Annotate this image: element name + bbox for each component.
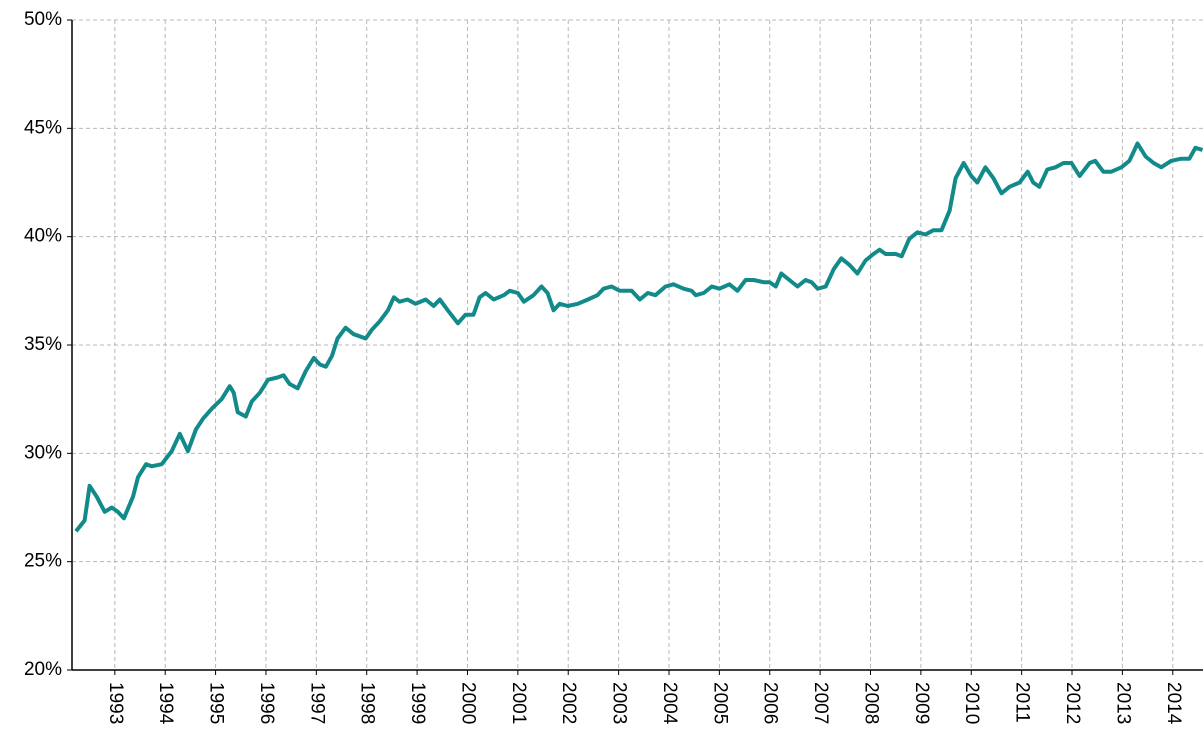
x-tick-label: 2011 [1012,682,1033,723]
x-tick-label: 2001 [508,682,529,724]
x-tick-label: 1995 [206,682,227,724]
y-tick-label: 50% [24,9,62,30]
x-tick-label: 1996 [256,682,277,724]
x-tick-label: 2000 [457,682,478,724]
y-tick-label: 35% [24,334,62,355]
x-tick-label: 2002 [558,682,579,724]
x-tick-label: 2004 [659,682,680,725]
y-tick-label: 45% [24,117,62,138]
x-tick-label: 2007 [810,682,831,724]
x-tick-label: 1998 [357,682,378,724]
data-line [74,141,1203,533]
x-tick-label: 1999 [407,682,428,724]
x-tick-label: 2012 [1062,682,1083,724]
x-tick-label: 2006 [760,682,781,724]
x-tick-label: 2008 [860,682,881,724]
x-tick-label: 2010 [961,682,982,724]
x-tick-label: 2005 [709,682,730,724]
y-tick-label: 25% [24,551,62,572]
x-tick-label: 1997 [306,682,327,724]
x-tick-label: 2009 [911,682,932,724]
y-tick-label: 30% [24,442,62,463]
x-tick-label: 2013 [1112,682,1133,724]
y-tick-label: 40% [24,226,62,247]
y-tick-label: 20% [24,659,62,680]
x-tick-label: 1994 [155,682,176,725]
x-tick-label: 1993 [105,682,126,724]
x-tick-label: 2003 [609,682,630,724]
x-tick-label: 2014 [1163,682,1184,725]
